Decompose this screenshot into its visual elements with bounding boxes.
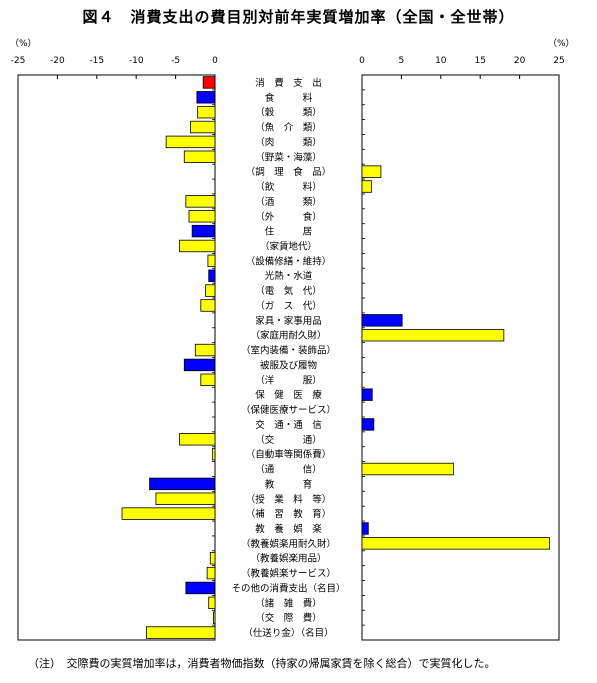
category-label: 交 通・通 信 — [255, 419, 322, 431]
left-axis-tick-label: -20 — [50, 56, 65, 66]
left-axis-tick-label: -15 — [89, 56, 104, 66]
category-label: （交 際 費） — [255, 612, 322, 624]
category-label: （諸 雑 費） — [255, 597, 322, 609]
category-label: （ガ ス 代） — [255, 300, 322, 312]
right-axis-tick-label: 0 — [359, 56, 365, 66]
bar-27 — [149, 477, 216, 491]
bar-25 — [212, 447, 216, 461]
category-label: （洋 服） — [255, 374, 322, 386]
bar-3 — [190, 120, 216, 134]
category-label: （家賃地代） — [260, 240, 317, 252]
bar-2 — [197, 105, 216, 119]
category-label: （酒 類） — [255, 196, 322, 208]
category-label: （設備修繕・維持） — [246, 255, 332, 267]
left-unit-label: （%） — [10, 39, 37, 49]
bar-29 — [121, 507, 216, 520]
category-label: （教養娯楽用品） — [250, 553, 326, 565]
bar-1 — [196, 91, 216, 104]
bar-6 — [361, 165, 382, 178]
bar-23 — [361, 418, 375, 431]
bar-17 — [361, 328, 505, 342]
category-label: （教養娯楽サービス） — [241, 568, 336, 580]
bar-9 — [188, 210, 216, 223]
bar-4 — [165, 135, 216, 149]
bar-26 — [361, 462, 454, 476]
bar-33 — [206, 566, 216, 580]
category-label: （飲 料） — [255, 181, 322, 193]
category-label: （自動車等関係費） — [246, 449, 332, 461]
right-axis-tick-label: 15 — [474, 56, 485, 66]
bar-18 — [194, 343, 216, 357]
category-label: （魚 介 類） — [255, 122, 322, 134]
bar-34 — [185, 581, 216, 595]
bar-31 — [361, 537, 550, 550]
bar-20 — [200, 373, 216, 387]
bar-5 — [183, 150, 216, 163]
right-unit-label: （%） — [548, 39, 575, 49]
category-label: （外 食） — [255, 211, 322, 223]
right-plot-frame — [361, 74, 560, 641]
category-label: 消 費 支 出 — [255, 77, 322, 89]
category-label: 保 健 医 療 — [255, 389, 322, 401]
bar-8 — [185, 195, 216, 208]
bar-28 — [155, 492, 216, 505]
category-label: 食 料 — [265, 92, 313, 104]
bar-11 — [179, 239, 216, 253]
bar-0 — [202, 76, 216, 89]
bar-7 — [361, 180, 372, 193]
category-label: （室内装備・装飾品） — [241, 345, 336, 357]
bar-chart: -25 -20 -15 -10 -5 0 0 5 10 15 20 25 消 費 支 出食 料 （穀 類）… — [11, 56, 565, 641]
category-label: （肉 類） — [255, 136, 322, 148]
category-label: （交 通） — [255, 434, 322, 446]
bar-24 — [179, 433, 216, 446]
chart-title: 図４ 消費支出の費目別対前年実質増加率（全国・全世帯） — [82, 8, 515, 26]
category-label: （保健医療サービス） — [241, 404, 336, 416]
right-axis-tick-label: 5 — [399, 56, 405, 66]
category-label: 家具・家事用品 — [255, 315, 322, 327]
bar-21 — [361, 388, 373, 401]
left-axis-tick-label: 0 — [212, 56, 218, 66]
category-label: （電 気 代） — [255, 285, 322, 297]
footnote: （注） 交際費の実質増加率は，消費者物価指数（持家の帰属家賃を除く総合）で実質化… — [28, 657, 496, 670]
bar-10 — [191, 224, 216, 238]
bar-35 — [208, 596, 216, 610]
category-label: （仕送り金）（名目） — [243, 627, 333, 639]
category-label: （授 業 料 等） — [246, 493, 332, 505]
category-label: （補 習 教 育） — [246, 508, 332, 520]
category-label: （調 理 食 品） — [246, 166, 332, 178]
category-label: （野菜・海藻） — [255, 151, 322, 163]
category-label: 被服及び履物 — [260, 359, 318, 371]
category-label: （穀 類） — [255, 107, 322, 119]
category-label: （家庭用耐久財） — [250, 330, 326, 342]
left-axis-tick-label: -10 — [129, 56, 144, 66]
bar-15 — [200, 299, 216, 312]
category-label: （教養娯楽用耐久財） — [241, 538, 336, 550]
bar-37 — [146, 626, 216, 639]
bar-36 — [213, 611, 216, 624]
right-axis-tick-label: 20 — [514, 56, 526, 66]
bar-30 — [361, 522, 369, 535]
category-label: 教 養 娯 楽 — [255, 523, 322, 535]
bar-32 — [209, 552, 216, 565]
category-label: 教 育 — [265, 478, 313, 490]
right-axis-tick-label: 10 — [435, 56, 447, 66]
bar-16 — [361, 314, 403, 327]
category-label: 光熱・水道 — [265, 270, 313, 282]
bar-12 — [207, 254, 216, 268]
category-label: （通 信） — [255, 464, 322, 476]
bar-13 — [208, 269, 216, 282]
right-axis-tick-label: 25 — [553, 56, 564, 66]
left-axis-tick-label: -5 — [171, 56, 180, 66]
category-label: その他の消費支出（名目） — [231, 582, 345, 594]
bar-14 — [205, 284, 216, 297]
category-label: 住 居 — [265, 226, 313, 238]
bar-19 — [183, 358, 216, 372]
left-axis-tick-label: -25 — [11, 56, 26, 66]
